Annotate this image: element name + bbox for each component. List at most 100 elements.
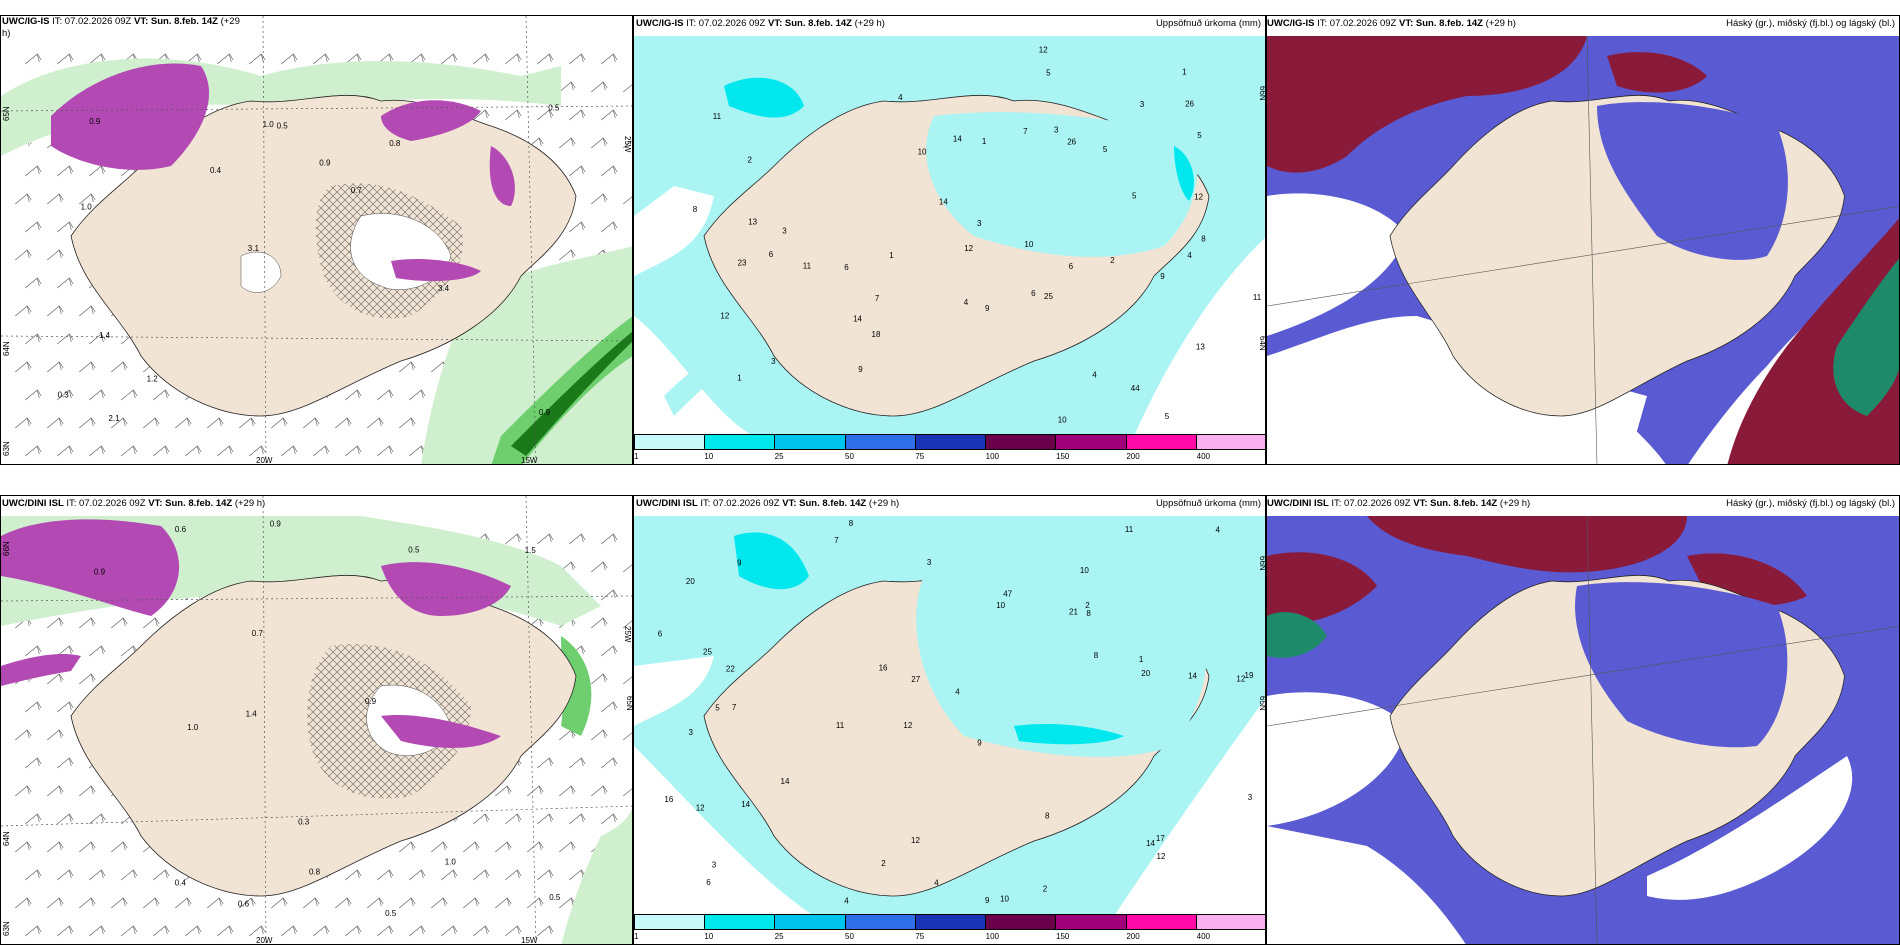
value-label: 3 [977,219,982,228]
init-time: IT: 07.02.2026 09Z [1328,498,1414,509]
value-label: 8 [1086,609,1091,618]
value-label: 9 [977,738,982,747]
model-name: UWC/DINI ISL [1267,498,1329,509]
wind-barb [25,645,42,657]
wind-barb [79,417,96,429]
value-label: 7 [834,536,839,545]
wind-barb [89,869,106,881]
wind-barb [207,417,224,429]
wind-barb [89,445,106,457]
wind-barb [591,137,608,149]
wind-barb [431,897,448,909]
accum-bright-nw [724,77,804,118]
colorbar-tick-label: 10 [704,452,714,461]
panel-dini-wind-precip: 66N 65N 64N 63N 25W 20W 15W 0.6 0.5 0.4 1.0… [0,495,633,945]
valid-time: VT: Sun. 8.feb. 14Z [1399,18,1483,29]
wind-barb [281,925,298,937]
wind-barb [313,53,330,65]
value-label: 10 [918,147,927,156]
wind-barb [537,869,554,881]
value-label: 3 [782,227,787,236]
value-label: 8 [1094,651,1099,660]
cloud-white-west [1267,692,1407,826]
value-label: 12 [903,721,912,730]
init-time: IT: 07.02.2026 09Z [63,498,149,509]
colorbar [634,914,1265,930]
panel-dini-accum-precip: 8 10 12 12 9 7 20 21 3 10 4 6 7 11 9 10 12 11 8 14 22 5 19 14 16… [633,495,1266,945]
value-label: 10 [1024,240,1033,249]
wind-barb [623,620,632,629]
wind-barb [153,869,170,881]
precip-purple-east [489,146,515,206]
model-name: UWC/IG-IS [1267,18,1315,29]
lead-time: (+29 h) [851,18,885,29]
panel-header: UWC/IG-IS IT: 07.02.2026 09Z VT: Sun. 8.… [1267,18,1516,30]
value-label: 3 [927,558,932,567]
value-label: 0.9 [89,117,101,126]
colorbar-tick-label: 400 [1196,452,1211,461]
wind-barb [57,701,74,713]
value-label: 0.8 [309,868,321,877]
wind-barb [601,221,618,233]
wind-barb [121,925,138,937]
value-label: 1 [889,251,894,260]
wind-barb [57,869,74,881]
value-label: 0.8 [389,139,401,148]
precip-purple-nw [51,63,210,170]
cloud-low-w [1267,612,1327,658]
value-label: 14 [781,777,790,786]
value-label: 7 [1023,127,1028,136]
value-label: 44 [1131,384,1140,393]
wind-barb [15,193,32,205]
wind-barb [47,417,64,429]
wind-barb [25,333,42,345]
wind-barb [89,53,106,65]
wind-barb [377,925,394,937]
value-label: 0.7 [351,186,363,195]
lat-label-65n: 65N [625,696,633,711]
accum-inland-cyan [916,572,1208,757]
wind-barb [175,897,192,909]
value-label: 9 [858,365,863,374]
wind-barb [495,841,512,853]
wind-barb [25,165,42,177]
wind-barb [185,445,202,457]
value-label: 0.9 [94,567,106,576]
lon-label-15w: 15W [521,456,538,465]
accum-inland-cyan [926,112,1198,257]
wind-barb [623,84,632,93]
cloud-white-se [1647,756,1853,900]
wind-barb [495,897,512,909]
wind-barb [79,361,96,373]
model-name: UWC/IG-IS [636,18,684,29]
accum-light-band [664,346,744,416]
value-label: 2.1 [108,414,120,423]
wind-barb [537,53,554,65]
wind-barb [601,701,618,713]
value-label: 0.6 [238,899,250,908]
precip-dark-band [511,331,632,456]
colorbar-cell [705,915,776,929]
wind-barb [527,785,544,797]
value-label: 4 [964,298,969,307]
wind-barb [537,757,554,769]
colorbar-tick-label: 75 [915,452,925,461]
colorbar-tick-label: 200 [1126,932,1140,941]
model-name: UWC/IG-IS [2,16,50,27]
accum-bright-nw [734,532,809,590]
value-label: 3 [1054,126,1059,135]
value-label: 20 [686,577,695,586]
value-label: 5 [1132,192,1137,201]
init-time: IT: 07.02.2026 09Z [697,498,783,509]
panel-header: UWC/DINI ISL IT: 07.02.2026 09Z VT: Sun.… [2,498,266,510]
accum-bottom-white [634,746,814,916]
wind-barb [79,305,96,317]
wind-barb [249,925,266,937]
panel-ig-clouds: UWC/IG-IS IT: 07.02.2026 09Z VT: Sun. 8.… [1266,15,1900,465]
lat-label-64n: 64N [1258,336,1266,351]
init-time: IT: 07.02.2026 09Z [683,18,769,29]
precip-purple-w [1,654,81,686]
cloud-white-south [1267,316,1647,464]
wind-barb [601,109,618,121]
value-label: 17 [1156,834,1165,843]
